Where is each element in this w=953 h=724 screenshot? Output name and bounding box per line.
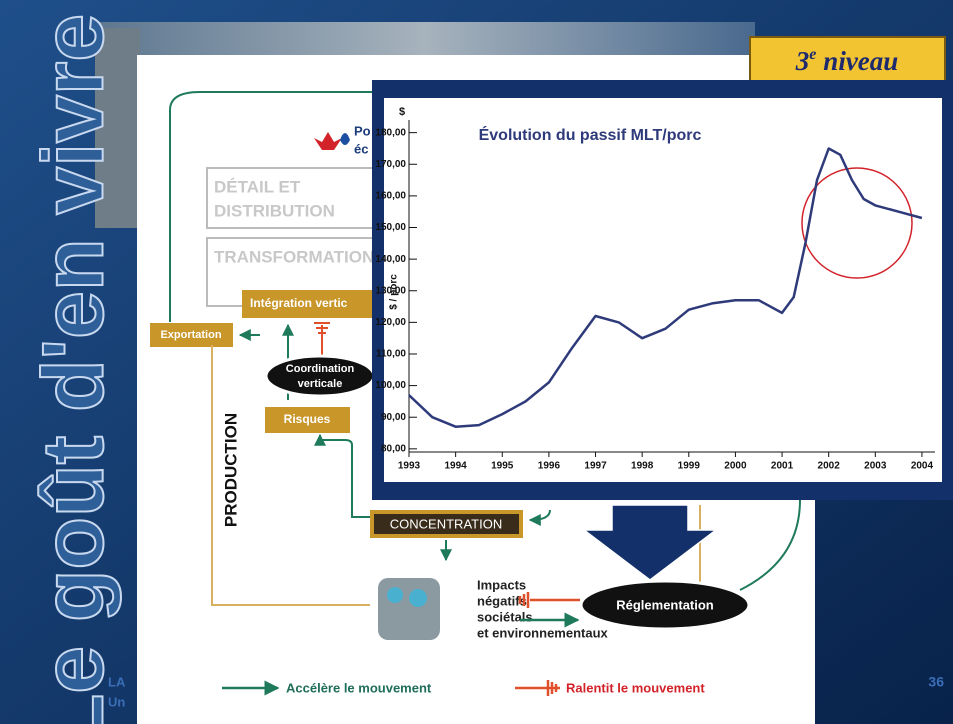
arrow [314,433,370,518]
level-label: 3e niveau [795,46,899,77]
down-arrow [581,504,719,581]
flow-line [169,91,520,322]
level-number: 3 [795,46,810,76]
x-tick-label: 1993 [398,461,421,472]
transformation-label: TRANSFORMATION [214,247,374,266]
y-tick-label: 180,00 [375,127,406,138]
y-axis-label: $ / porc [389,274,400,310]
x-tick-label: 2002 [818,461,841,472]
chart-plot [384,98,942,482]
footer-text: LA [108,674,126,689]
inhibit [518,592,580,608]
x-tick-label: 2003 [864,461,887,472]
legend-label: Ralentit le mouvement [566,680,705,695]
impacts-label: sociétals [477,609,533,624]
inhibit [314,322,330,360]
detail-label: DISTRIBUTION [214,201,335,220]
integration-label: Intégration vertic [250,296,348,310]
y-tick-label: 150,00 [375,222,406,233]
y-tick-label: 80,00 [381,443,406,454]
production-label: PRODUCTION [221,413,240,527]
reglementation-label: Réglementation [616,597,714,612]
impacts-label: négatifs [477,593,527,608]
y-tick-label: 100,00 [375,380,406,391]
impacts-image [378,578,440,640]
impacts-label: Impacts [477,577,526,592]
exportation-label: Exportation [160,329,221,341]
x-tick-label: 2000 [724,461,747,472]
y-tick-label: 90,00 [381,412,406,423]
impacts-label: et environnementaux [477,625,609,640]
reglementation-ellipse [579,579,751,631]
line-series [408,147,923,428]
arrow [528,509,551,526]
y-tick-label: 160,00 [375,191,406,202]
exportation-box [150,323,233,347]
x-tick-label: 1998 [631,461,654,472]
impacts-image [387,587,403,603]
x-tick-label: 1995 [491,461,514,472]
flow-line [739,499,801,591]
x-tick-label: 1999 [678,461,701,472]
detail-box [206,167,378,229]
concentration-label: CONCENTRATION [390,516,502,531]
logo-leaf [314,132,342,150]
y-tick-label: 120,00 [375,317,406,328]
x-tick-label: 2001 [771,461,794,472]
footer-text: Un [108,694,125,709]
level-sup: e [809,46,816,63]
risques-label: Risques [284,412,331,426]
concentration-inner [374,514,519,534]
y-tick-label: 110,00 [376,349,406,360]
x-tick-label: 1997 [584,461,607,472]
y-unit: $ [399,106,405,118]
coordination-label: verticale [298,378,343,390]
level-box [749,36,946,88]
level-text: niveau [823,46,898,76]
integration-box [242,290,377,318]
statue-photo [95,28,140,228]
legend-label: Accélère le mouvement [286,680,432,695]
y-tick-label: 130,00 [375,285,406,296]
y-tick-label: 140,00 [375,254,406,265]
logo-text: Po [354,123,371,138]
highlight-circle [801,167,913,279]
logo-lys [340,133,350,145]
impacts-image [409,589,427,607]
x-tick-label: 2004 [911,461,934,472]
detail-label: DÉTAIL ET [214,177,301,196]
chart-title: Évolution du passif MLT/porc [479,125,702,144]
y-tick-label: 170,00 [375,159,406,170]
coordination-label: Coordination [286,363,355,375]
legend-inhibit [515,680,560,696]
x-tick-label: 1994 [445,461,468,472]
side-title: Le goût d'en vivre [26,14,122,724]
page-number: 36 [928,674,944,690]
risques-box [265,407,350,433]
logo-text: éc [354,141,368,156]
x-tick-label: 1996 [538,461,561,472]
